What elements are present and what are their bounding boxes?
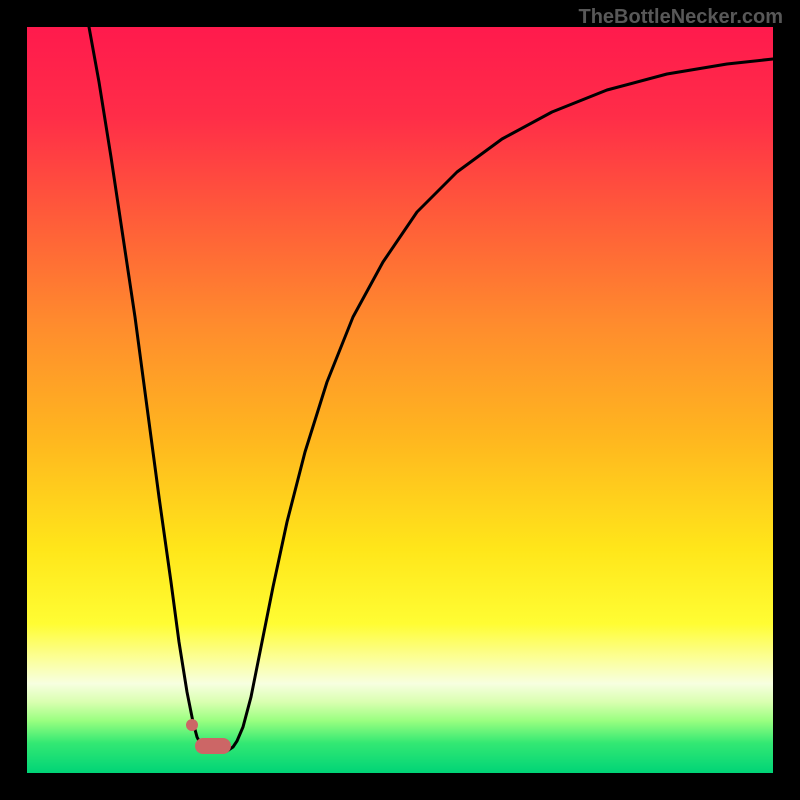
chart-stage: TheBottleNecker.com <box>0 0 800 800</box>
watermark-text: TheBottleNecker.com <box>578 6 783 29</box>
valley-marker-dot <box>186 719 198 731</box>
curve-layer <box>27 27 773 773</box>
valley-marker-blob <box>195 738 231 754</box>
plot-area <box>27 27 773 773</box>
bottleneck-curve <box>89 27 773 752</box>
